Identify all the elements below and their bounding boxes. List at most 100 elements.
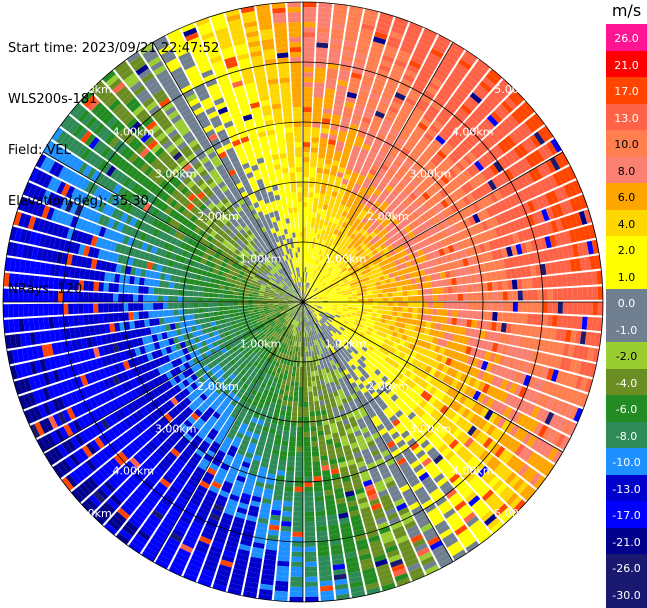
velocity-gate [377, 314, 383, 318]
velocity-gate [289, 366, 293, 371]
velocity-gate [318, 17, 331, 23]
velocity-gate [366, 284, 372, 288]
velocity-gate [297, 357, 300, 362]
velocity-gate [303, 62, 314, 67]
velocity-gate [309, 237, 312, 242]
velocity-gate [311, 147, 318, 153]
velocity-gate [512, 280, 518, 290]
velocity-gate [456, 277, 462, 285]
velocity-gate [392, 287, 398, 292]
velocity-gate [319, 224, 324, 230]
velocity-gate [407, 291, 412, 296]
velocity-gate [315, 496, 324, 502]
velocity-gate [305, 592, 318, 597]
velocity-gate [314, 228, 318, 234]
velocity-gate [343, 300, 348, 302]
velocity-gate [593, 302, 598, 315]
velocity-gate [377, 310, 382, 314]
velocity-gate [362, 292, 367, 296]
velocity-gate [315, 77, 325, 83]
velocity-gate [318, 370, 322, 376]
velocity-gate [451, 278, 457, 285]
velocity-gate [325, 194, 331, 200]
velocity-gate [320, 133, 328, 139]
velocity-gate [281, 526, 292, 532]
velocity-gate [304, 452, 311, 457]
velocity-gate [471, 320, 477, 328]
velocity-gate [320, 188, 326, 194]
velocity-gate [396, 317, 402, 322]
velocity-gate [382, 310, 387, 314]
velocity-gate [321, 460, 329, 466]
velocity-gate [291, 421, 297, 426]
velocity-gate [497, 281, 503, 290]
velocity-gate [303, 137, 310, 142]
velocity-gate [378, 302, 383, 306]
velocity-gate [277, 561, 289, 567]
velocity-gate [304, 407, 309, 412]
velocity-gate [288, 446, 295, 452]
velocity-gate [598, 302, 603, 316]
velocity-gate [295, 467, 303, 472]
velocity-gate [317, 531, 328, 537]
velocity-gate [290, 587, 303, 592]
velocity-gate [305, 337, 307, 342]
velocity-gate [287, 456, 295, 462]
velocity-gate [553, 289, 558, 301]
velocity-gate [304, 377, 308, 382]
velocity-gate [308, 252, 311, 257]
velocity-gate [307, 367, 310, 372]
velocity-gate [441, 317, 447, 324]
velocity-gate [296, 347, 299, 352]
velocity-gate [299, 387, 303, 392]
velocity-gate [315, 375, 319, 381]
velocity-gate [310, 253, 313, 258]
velocity-gate [303, 342, 305, 347]
velocity-gate [313, 112, 322, 118]
velocity-gate [305, 567, 317, 572]
velocity-gate [319, 193, 325, 199]
velocity-gate [300, 362, 303, 367]
velocity-gate [598, 286, 603, 300]
velocity-gate [318, 556, 330, 562]
velocity-gate [303, 82, 313, 87]
velocity-gate [322, 209, 327, 215]
velocity-gate [447, 310, 453, 317]
velocity-gate [343, 304, 348, 306]
velocity-gate [295, 482, 303, 487]
velocity-gate [523, 302, 528, 312]
velocity-gate [297, 432, 303, 437]
velocity-gate [277, 470, 285, 476]
velocity-gate [411, 319, 417, 325]
velocity-gate [343, 295, 348, 298]
velocity-gate [303, 357, 306, 362]
velocity-gate [376, 285, 382, 289]
velocity-gate [457, 310, 463, 318]
velocity-gate [290, 582, 303, 587]
velocity-gate [312, 456, 320, 462]
velocity-gate [388, 306, 393, 310]
velocity-gate [315, 223, 319, 229]
velocity-gate [305, 502, 314, 507]
velocity-gate [431, 281, 437, 288]
velocity-gate [552, 315, 558, 327]
velocity-gate [319, 395, 324, 401]
velocity-gate [303, 207, 307, 212]
velocity-gate [397, 312, 403, 317]
velocity-gate [292, 412, 297, 417]
velocity-gate [318, 435, 325, 441]
velocity-gate [284, 496, 293, 502]
velocity-gate [425, 275, 431, 282]
velocity-gate [413, 308, 418, 313]
velocity-gate [309, 402, 314, 407]
velocity-gate [343, 297, 348, 299]
velocity-gate [385, 320, 391, 325]
velocity-gate [290, 361, 294, 366]
velocity-gate [563, 288, 568, 300]
velocity-gate [468, 293, 473, 301]
velocity-gate [291, 417, 297, 422]
velocity-gate [518, 302, 523, 312]
velocity-gate [583, 302, 588, 315]
velocity-gate [372, 286, 378, 290]
velocity-gate [313, 466, 321, 472]
